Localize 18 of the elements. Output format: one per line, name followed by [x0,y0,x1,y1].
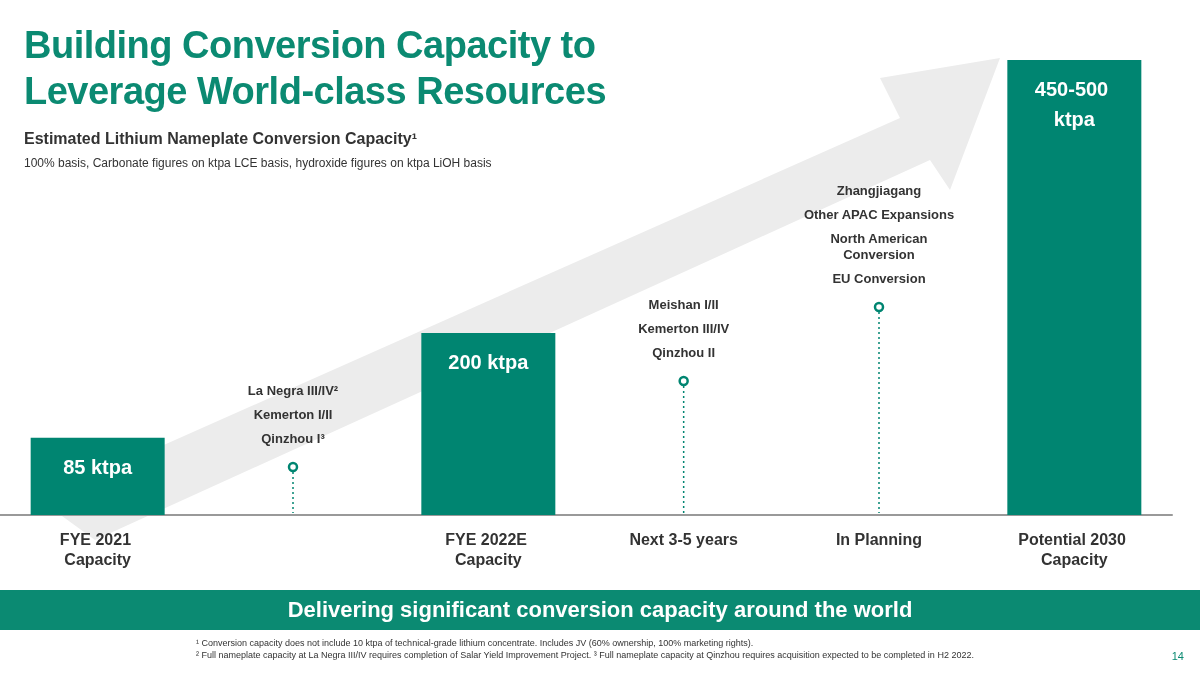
annotation: Zhangjiagang Other APAC Expansions North American Conversion EU Conversion [802,183,956,287]
text: Estimated Lithium Nameplate Conversion Capacity¹ [24,130,417,148]
text: 14 [1171,650,1184,662]
text: ² Full nameplate capacity at La Negra III/IV requires completion of Salar Yield Improvement Project. ³ Full nameplate capacity at Qinzhou requires acquisition expected to be completed in H2 2022. [196,649,975,661]
annotation: La Negra III/IV² Kemerton I/II Qinzhou I³ [246,383,340,447]
chart-title: Building Conversion Capacity to Leverage World-class Resources [24,23,607,114]
x-tick-label: FYE 2022E Capacity [445,530,532,568]
x-tick-label: In Planning [835,530,923,548]
x-tick-label: FYE 2021 Capacity [59,530,136,568]
x-tick-label: Potential 2030 Capacity [1018,530,1131,568]
text: Delivering significant conversion capacity around the world [0,590,1200,630]
data-label: 450-500 ktpa [1034,78,1114,130]
data-label: 85 ktpa [63,455,133,478]
x-tick-label: Next 3-5 years [629,530,739,548]
annotation: Meishan I/II Kemerton III/IV Qinzhou II [637,297,731,361]
text: ¹ Conversion capacity does not include 10 ktpa of technical-grade lithium concentrate. Includes JV (60% ownership, 100% marketing rights). [196,637,755,649]
data-label: 200 ktpa [448,351,530,373]
annotation: 100% basis, Carbonate figures on ktpa LCE basis, hydroxide figures on ktpa LiOH basis [24,156,492,170]
